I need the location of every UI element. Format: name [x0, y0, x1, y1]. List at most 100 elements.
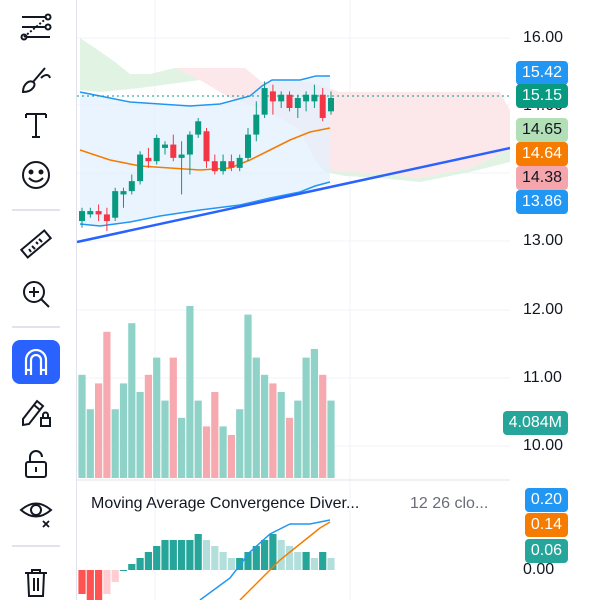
- toolbar-divider: [12, 209, 60, 211]
- macd-histogram-bar: [261, 540, 269, 570]
- macd-histogram-bar: [236, 558, 244, 570]
- candle: [79, 207, 85, 228]
- macd-line: [199, 519, 331, 600]
- macd-histogram-bar: [111, 570, 119, 582]
- macd-histogram-bar: [302, 552, 310, 570]
- volume-bar: [103, 331, 111, 478]
- price-tick: 11.00: [523, 369, 562, 386]
- lock-drawing-button[interactable]: [12, 390, 60, 434]
- volume-label: 4.084M: [502, 411, 568, 435]
- lock-open-icon: [25, 450, 47, 478]
- volume-bar: [227, 435, 235, 478]
- moving-average-price-label: 14.64: [515, 142, 568, 166]
- candle: [128, 174, 135, 195]
- last-price-label: 15.15: [515, 84, 568, 108]
- trash-icon: [25, 569, 47, 597]
- volume-bar: [186, 306, 194, 478]
- macd-indicator-title[interactable]: Moving Average Convergence Diver...: [91, 495, 360, 512]
- candle: [311, 84, 318, 108]
- volume-bar: [161, 400, 169, 478]
- macd-indicator-params[interactable]: 12 26 clo...: [410, 495, 489, 512]
- bollinger-upper-price-label: 15.42: [515, 61, 568, 85]
- toolbar-divider: [12, 326, 60, 328]
- drawing-toolbar: [0, 0, 72, 600]
- macd-signal-label: 0.14: [524, 513, 568, 537]
- macd-histogram-bar: [310, 558, 318, 570]
- candle: [269, 84, 276, 115]
- ruler-tool-button[interactable]: [12, 222, 60, 266]
- candle: [120, 187, 127, 208]
- bollinger-upper: [79, 75, 330, 107]
- volume-bar: [194, 400, 202, 478]
- zoom-in-tool-button[interactable]: [12, 272, 60, 316]
- volume-bar: [302, 357, 310, 478]
- macd-histogram-bar: [161, 540, 169, 570]
- bollinger-bands: [79, 75, 331, 227]
- volume-bar: [269, 383, 277, 478]
- candle: [328, 91, 334, 115]
- volume-bar: [86, 409, 94, 478]
- price-tick: 0.00: [523, 561, 555, 578]
- candle: [278, 91, 285, 108]
- macd-histogram-bar: [103, 570, 111, 594]
- volume-bar: [78, 374, 86, 478]
- macd-histogram-bar: [169, 540, 177, 570]
- text-tool-button[interactable]: [12, 103, 60, 147]
- candle: [87, 207, 94, 218]
- delete-drawings-button[interactable]: [12, 560, 60, 604]
- volume-bar: [136, 392, 144, 478]
- price-tick: 10.00: [523, 437, 564, 454]
- ichimoku-price-label: 14.65: [515, 118, 568, 142]
- volume-bar: [144, 374, 152, 478]
- candle: [162, 141, 168, 155]
- volume-bar: [327, 400, 335, 478]
- ichimoku-lower-price-label: 14.38: [515, 166, 568, 190]
- candle: [170, 134, 177, 162]
- price-tick: 16.00: [523, 29, 564, 46]
- toolbar-divider: [12, 545, 60, 547]
- volume-bar: [169, 357, 177, 478]
- macd-histogram-bar: [144, 552, 152, 570]
- volume-bar: [319, 374, 327, 478]
- macd-histogram-bar: [202, 540, 211, 570]
- macd-histogram-bar: [153, 546, 161, 570]
- volume-bar: [95, 383, 103, 478]
- trend-line-drawing[interactable]: [76, 146, 511, 244]
- ruler-tool-icon: [19, 229, 53, 259]
- trend-line-tool-button[interactable]: [12, 5, 60, 49]
- macd-histogram-label: 0.06: [524, 539, 568, 563]
- volume-bar: [211, 392, 219, 478]
- volume-bar: [285, 417, 294, 478]
- volume-bar: [244, 314, 252, 478]
- candle: [261, 81, 268, 118]
- price-tick: 12.00: [523, 301, 564, 318]
- volume-bar: [202, 426, 211, 478]
- macd-histogram-bar: [186, 540, 194, 570]
- lock-drawing-pencil-icon: [22, 399, 51, 427]
- macd-histogram-bar: [285, 546, 294, 570]
- macd-histogram: [78, 534, 335, 600]
- visibility-button[interactable]: [12, 490, 60, 534]
- macd-histogram-bar: [227, 558, 235, 570]
- unlock-button[interactable]: [12, 442, 60, 486]
- macd-histogram-bar: [78, 570, 86, 594]
- macd-histogram-bar: [86, 570, 94, 600]
- macd-histogram-bar: [194, 534, 202, 570]
- macd-histogram-bar: [269, 534, 277, 570]
- eye-icon: [19, 502, 53, 528]
- volume-bar: [261, 374, 269, 478]
- macd-histogram-bar: [136, 558, 144, 570]
- candle: [95, 204, 102, 222]
- magnet-tool-button[interactable]: [12, 340, 60, 384]
- candle: [245, 127, 251, 162]
- macd-histogram-bar: [211, 546, 219, 570]
- candlestick-series: [79, 81, 334, 232]
- emoji-tool-button[interactable]: [12, 153, 60, 197]
- candle: [294, 94, 301, 118]
- macd-histogram-bar: [119, 570, 128, 571]
- brush-tool-button[interactable]: [12, 57, 60, 101]
- volume-bar: [277, 392, 285, 478]
- trend-line-tool-icon: [20, 13, 52, 41]
- candle: [153, 134, 160, 165]
